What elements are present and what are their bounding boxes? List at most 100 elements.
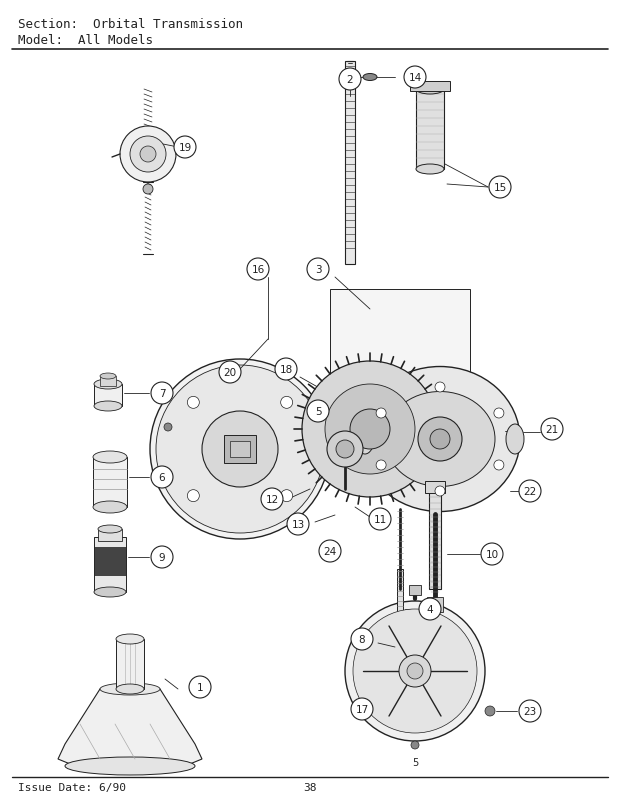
Circle shape	[481, 543, 503, 565]
Circle shape	[339, 69, 361, 91]
Bar	[98, 530, 122, 541]
Ellipse shape	[356, 424, 374, 454]
Text: 5: 5	[412, 757, 418, 767]
Circle shape	[202, 411, 278, 487]
Bar	[94, 384, 122, 406]
Text: 13: 13	[291, 519, 304, 530]
Text: 4: 4	[427, 604, 433, 614]
Circle shape	[143, 185, 153, 195]
Text: 8: 8	[359, 634, 365, 644]
Text: 24: 24	[324, 547, 337, 556]
Circle shape	[376, 409, 386, 418]
Circle shape	[130, 137, 166, 173]
Ellipse shape	[416, 85, 444, 95]
Text: 1: 1	[197, 682, 203, 692]
Circle shape	[353, 609, 477, 733]
Polygon shape	[58, 689, 202, 766]
Circle shape	[325, 384, 415, 474]
Ellipse shape	[116, 634, 144, 644]
Circle shape	[247, 259, 269, 281]
Text: 38: 38	[303, 782, 317, 792]
Ellipse shape	[93, 452, 127, 463]
Bar	[425, 482, 445, 493]
Ellipse shape	[116, 684, 144, 694]
Bar	[416, 90, 444, 169]
Circle shape	[345, 601, 485, 741]
Ellipse shape	[416, 165, 444, 175]
Ellipse shape	[360, 367, 520, 512]
Circle shape	[120, 127, 176, 182]
Text: 10: 10	[485, 549, 498, 560]
Circle shape	[435, 383, 445, 393]
Bar	[93, 457, 127, 508]
Ellipse shape	[98, 526, 122, 534]
Circle shape	[336, 440, 354, 458]
Circle shape	[151, 466, 173, 488]
Circle shape	[327, 431, 363, 467]
Circle shape	[261, 488, 283, 510]
Bar	[410, 82, 450, 92]
Text: 9: 9	[159, 552, 166, 562]
Ellipse shape	[100, 683, 160, 695]
Circle shape	[489, 177, 511, 199]
Text: 19: 19	[179, 143, 192, 152]
Bar	[397, 569, 403, 679]
Circle shape	[287, 513, 309, 535]
Circle shape	[404, 67, 426, 89]
Circle shape	[156, 366, 324, 534]
Circle shape	[151, 383, 173, 405]
Bar	[116, 639, 144, 689]
Text: Section:  Orbital Transmission: Section: Orbital Transmission	[18, 18, 243, 31]
Circle shape	[435, 487, 445, 496]
Circle shape	[418, 418, 462, 461]
Ellipse shape	[93, 501, 127, 513]
Circle shape	[351, 629, 373, 650]
Circle shape	[350, 410, 390, 449]
Text: 17: 17	[355, 704, 369, 714]
Bar	[100, 376, 116, 387]
Ellipse shape	[506, 424, 524, 454]
Text: 21: 21	[546, 424, 559, 435]
Text: 15: 15	[494, 182, 507, 193]
Circle shape	[281, 397, 293, 409]
Circle shape	[164, 423, 172, 431]
Circle shape	[399, 655, 431, 687]
Circle shape	[369, 508, 391, 530]
Circle shape	[307, 401, 329, 423]
Text: 3: 3	[315, 264, 321, 275]
Text: 16: 16	[251, 264, 265, 275]
Circle shape	[519, 700, 541, 722]
Bar	[330, 290, 470, 454]
Bar	[94, 538, 126, 592]
Circle shape	[485, 706, 495, 716]
Circle shape	[307, 259, 329, 281]
Circle shape	[150, 359, 330, 539]
Circle shape	[151, 547, 173, 569]
Circle shape	[411, 741, 419, 749]
Circle shape	[140, 147, 156, 163]
Circle shape	[275, 358, 297, 380]
Ellipse shape	[94, 401, 122, 411]
Bar	[94, 547, 126, 575]
Circle shape	[187, 397, 200, 409]
Ellipse shape	[94, 587, 126, 597]
Text: 14: 14	[409, 73, 422, 83]
Ellipse shape	[363, 75, 377, 81]
Text: 6: 6	[159, 473, 166, 483]
Bar	[345, 62, 355, 264]
Text: 2: 2	[347, 75, 353, 85]
Ellipse shape	[65, 757, 195, 775]
Text: 18: 18	[280, 365, 293, 375]
Text: Issue Date: 6/90: Issue Date: 6/90	[18, 782, 126, 792]
Circle shape	[174, 137, 196, 159]
Bar	[427, 597, 443, 612]
Text: 12: 12	[265, 495, 278, 504]
Circle shape	[541, 418, 563, 440]
Bar	[224, 436, 256, 463]
Bar	[230, 441, 250, 457]
Circle shape	[302, 362, 438, 497]
Bar	[409, 586, 421, 595]
Ellipse shape	[100, 374, 116, 380]
Text: 5: 5	[315, 406, 321, 417]
Circle shape	[376, 461, 386, 470]
